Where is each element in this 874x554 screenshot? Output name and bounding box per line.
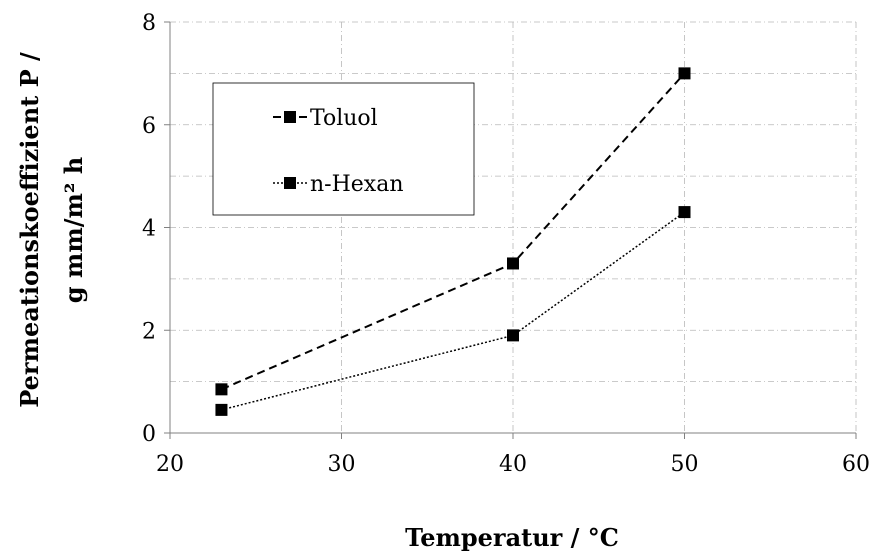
data-point-n-hexan — [678, 206, 691, 219]
x-tick-label: 30 — [328, 452, 356, 477]
y-tick-label: 2 — [142, 319, 156, 344]
y-tick-label: 8 — [142, 11, 156, 36]
x-tick-label: 20 — [156, 452, 184, 477]
legend-label-toluol: Toluol — [310, 106, 378, 131]
data-point-n-hexan — [507, 329, 519, 342]
data-point-toluol — [507, 257, 519, 270]
y-axis-title: Permeationskoeffizient P / g mm/m² h — [15, 52, 88, 408]
legend-label-n-hexan: n-Hexan — [310, 172, 404, 197]
legend-marker-n-hexan — [284, 177, 296, 189]
axes: 0 2 4 6 8 20 30 40 50 60 — [142, 11, 870, 477]
x-tick-label: 40 — [499, 452, 527, 477]
x-axis-title: Temperatur / °C — [405, 523, 619, 552]
y-tick-label: 0 — [142, 422, 156, 447]
x-tick-label: 50 — [671, 452, 699, 477]
y-axis-title-line-2: g mm/m² h — [59, 157, 88, 303]
legend-box — [212, 82, 475, 216]
series-layer — [215, 67, 691, 416]
legend: Toluol n-Hexan — [212, 82, 475, 216]
y-axis-title-line-1: Permeationskoeffizient P / — [15, 52, 44, 408]
x-tick-label: 60 — [842, 452, 870, 477]
series-line-n-hexan — [221, 211, 685, 411]
data-point-n-hexan — [215, 403, 228, 416]
y-tick-label: 4 — [142, 217, 156, 242]
data-point-toluol — [678, 67, 691, 80]
legend-marker-toluol — [284, 111, 296, 123]
data-point-toluol — [215, 383, 228, 396]
y-tick-label: 6 — [142, 114, 156, 139]
